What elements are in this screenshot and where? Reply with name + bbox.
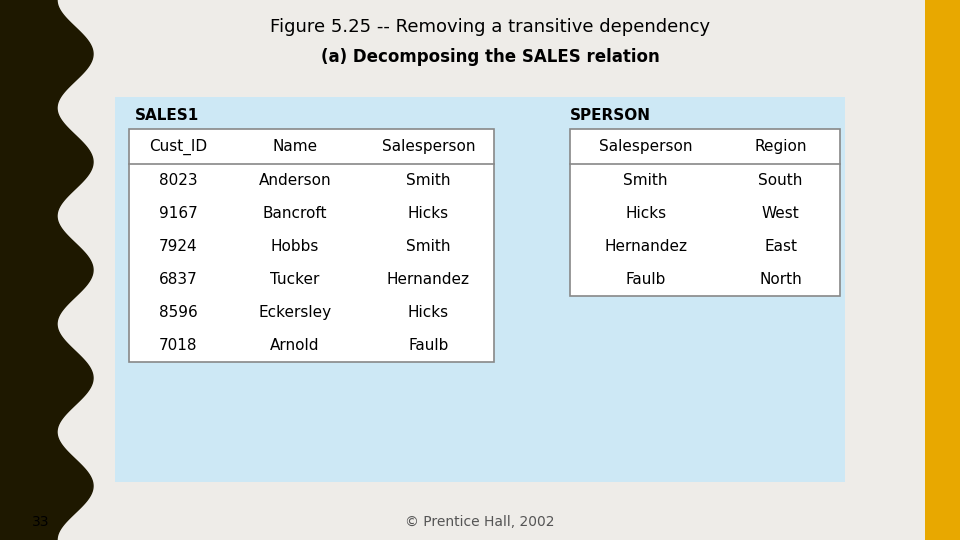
FancyBboxPatch shape (129, 129, 494, 362)
Text: Salesperson: Salesperson (381, 139, 475, 154)
Text: Hernandez: Hernandez (604, 239, 687, 254)
Text: Tucker: Tucker (271, 272, 320, 287)
Text: SALES1: SALES1 (135, 107, 200, 123)
Text: 33: 33 (32, 515, 50, 529)
Text: East: East (764, 239, 797, 254)
Text: Hernandez: Hernandez (387, 272, 469, 287)
FancyBboxPatch shape (570, 129, 840, 296)
Text: © Prentice Hall, 2002: © Prentice Hall, 2002 (405, 515, 555, 529)
Text: North: North (759, 272, 802, 287)
Text: 8596: 8596 (159, 305, 198, 320)
Text: Name: Name (273, 139, 318, 154)
Text: Salesperson: Salesperson (599, 139, 692, 154)
Text: Smith: Smith (406, 239, 450, 254)
Text: Eckersley: Eckersley (258, 305, 331, 320)
FancyBboxPatch shape (925, 0, 960, 540)
Text: South: South (758, 173, 803, 188)
Text: SPERSON: SPERSON (570, 107, 651, 123)
Text: Anderson: Anderson (259, 173, 331, 188)
Text: Figure 5.25 -- Removing a transitive dependency: Figure 5.25 -- Removing a transitive dep… (270, 18, 710, 36)
Text: 8023: 8023 (159, 173, 198, 188)
Text: Smith: Smith (623, 173, 668, 188)
Text: Bancroft: Bancroft (263, 206, 327, 221)
Text: (a) Decomposing the SALES relation: (a) Decomposing the SALES relation (321, 48, 660, 66)
Text: 6837: 6837 (159, 272, 198, 287)
Text: Faulb: Faulb (625, 272, 666, 287)
Text: Hicks: Hicks (625, 206, 666, 221)
Polygon shape (0, 0, 93, 540)
Text: Arnold: Arnold (271, 338, 320, 353)
Text: Faulb: Faulb (408, 338, 448, 353)
FancyBboxPatch shape (115, 97, 845, 482)
Text: West: West (761, 206, 800, 221)
Text: Hicks: Hicks (408, 305, 449, 320)
Text: 7018: 7018 (159, 338, 198, 353)
Text: Cust_ID: Cust_ID (149, 138, 207, 154)
Text: Hobbs: Hobbs (271, 239, 320, 254)
Text: 7924: 7924 (159, 239, 198, 254)
Text: Region: Region (755, 139, 806, 154)
Text: Smith: Smith (406, 173, 450, 188)
Text: 9167: 9167 (159, 206, 198, 221)
Text: Hicks: Hicks (408, 206, 449, 221)
